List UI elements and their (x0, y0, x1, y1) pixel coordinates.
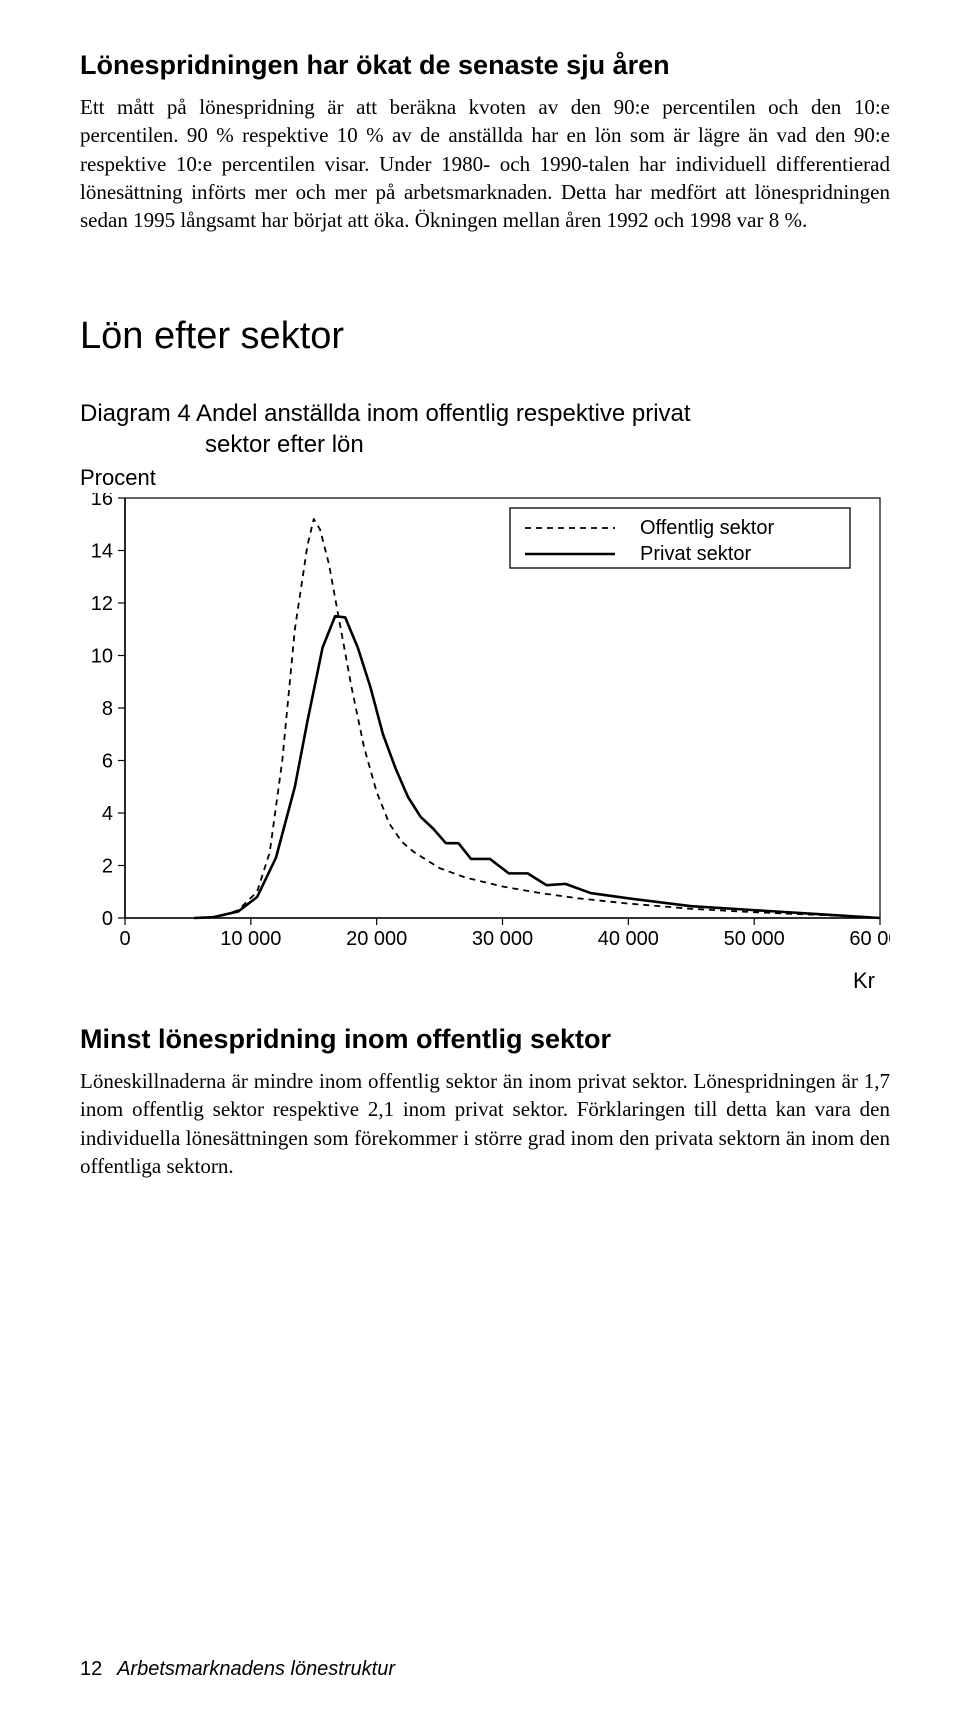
svg-text:4: 4 (102, 803, 113, 825)
svg-text:14: 14 (91, 541, 113, 563)
svg-text:30 000: 30 000 (472, 928, 533, 950)
svg-text:60 000: 60 000 (849, 928, 890, 950)
svg-text:10 000: 10 000 (220, 928, 281, 950)
section2-heading: Lön efter sektor (80, 315, 890, 358)
section3-body: Löneskillnaderna är mindre inom offentli… (80, 1067, 890, 1180)
svg-text:Offentlig sektor: Offentlig sektor (640, 517, 774, 539)
page-footer: 12 Arbetsmarknadens lönestruktur (80, 1658, 395, 1681)
page-number: 12 (80, 1658, 102, 1680)
line-chart: 0 2 4 6 8 10 12 14 16 0 10 000 20 000 30 000 40 000 50… (80, 493, 890, 953)
section1-body: Ett mått på lönespridning är att beräkna… (80, 93, 890, 235)
svg-text:40 000: 40 000 (598, 928, 659, 950)
footer-title: Arbetsmarknadens lönestruktur (117, 1658, 395, 1680)
svg-text:50 000: 50 000 (724, 928, 785, 950)
svg-text:0: 0 (119, 928, 130, 950)
chart-title-line2: sektor efter lön (80, 429, 364, 460)
svg-text:10: 10 (91, 646, 113, 668)
chart-container: 0 2 4 6 8 10 12 14 16 0 10 000 20 000 30 000 40 000 50… (80, 493, 890, 958)
svg-text:12: 12 (91, 593, 113, 615)
svg-text:0: 0 (102, 908, 113, 930)
svg-text:6: 6 (102, 751, 113, 773)
svg-text:8: 8 (102, 698, 113, 720)
chart-title: Diagram 4 Andel anställda inom offentlig… (80, 398, 890, 460)
section1-heading: Lönespridningen har ökat de senaste sju … (80, 50, 890, 81)
document-page: Lönespridningen har ökat de senaste sju … (0, 0, 960, 1711)
svg-text:2: 2 (102, 856, 113, 878)
y-axis-label: Procent (80, 465, 890, 491)
svg-text:20 000: 20 000 (346, 928, 407, 950)
svg-text:Privat sektor: Privat sektor (640, 543, 751, 565)
chart-title-line1: Diagram 4 Andel anställda inom offentlig… (80, 400, 691, 427)
section3-heading: Minst lönespridning inom offentlig sekto… (80, 1024, 890, 1055)
svg-text:16: 16 (91, 493, 113, 510)
x-axis-label: Kr (80, 968, 890, 994)
